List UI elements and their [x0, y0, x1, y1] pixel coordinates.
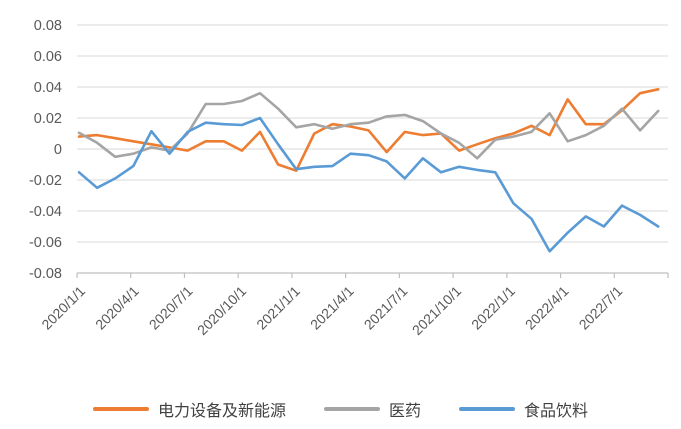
x-axis-tick-label: 2020/10/1: [194, 283, 250, 339]
legend-item-1[interactable]: 医药: [323, 397, 421, 421]
legend-label: 食品饮料: [524, 403, 589, 420]
legend-line-swatch: [92, 407, 149, 411]
legend-line-swatch: [459, 407, 515, 411]
x-axis-tick-label: 2022/1/1: [468, 283, 518, 333]
x-axis-tick-label: 2020/1/1: [38, 283, 88, 333]
y-axis-tick-label: 0.04: [34, 80, 62, 96]
series-line-0[interactable]: [77, 88, 660, 172]
y-axis-tick-label: 0.08: [34, 18, 62, 34]
x-axis-tick-label: 2021/4/1: [307, 283, 357, 333]
y-axis-tick-label: 0.06: [34, 49, 62, 65]
y-axis-tick-label: -0.08: [29, 266, 62, 282]
x-axis-tick-label: 2022/4/1: [522, 283, 572, 333]
x-axis-tick-label: 2021/10/1: [409, 283, 465, 339]
y-axis-tick-label: -0.06: [29, 235, 62, 251]
x-axis-tick-label: 2021/1/1: [253, 283, 303, 333]
x-axis-tick-label: 2022/7/1: [576, 283, 626, 333]
legend-line-swatch: [323, 407, 380, 411]
y-axis-tick-label: -0.02: [29, 173, 62, 189]
y-axis-tick-label: 0.02: [34, 111, 62, 127]
y-axis-tick-label: -0.04: [29, 204, 62, 220]
legend-item-0[interactable]: 电力设备及新能源: [92, 397, 286, 421]
legend-label: 电力设备及新能源: [157, 403, 286, 420]
x-axis-tick-label: 2020/4/1: [92, 283, 142, 333]
x-axis-tick-label: 2020/7/1: [146, 283, 196, 333]
x-axis-tick-label: 2021/7/1: [361, 283, 411, 333]
legend-item-2[interactable]: 食品饮料: [459, 397, 588, 421]
chart-legend: 电力设备及新能源 医药 食品饮料: [0, 397, 681, 421]
y-axis-tick-label: 0: [54, 142, 62, 158]
legend-label: 医药: [388, 403, 421, 420]
series-line-2[interactable]: [77, 116, 660, 253]
